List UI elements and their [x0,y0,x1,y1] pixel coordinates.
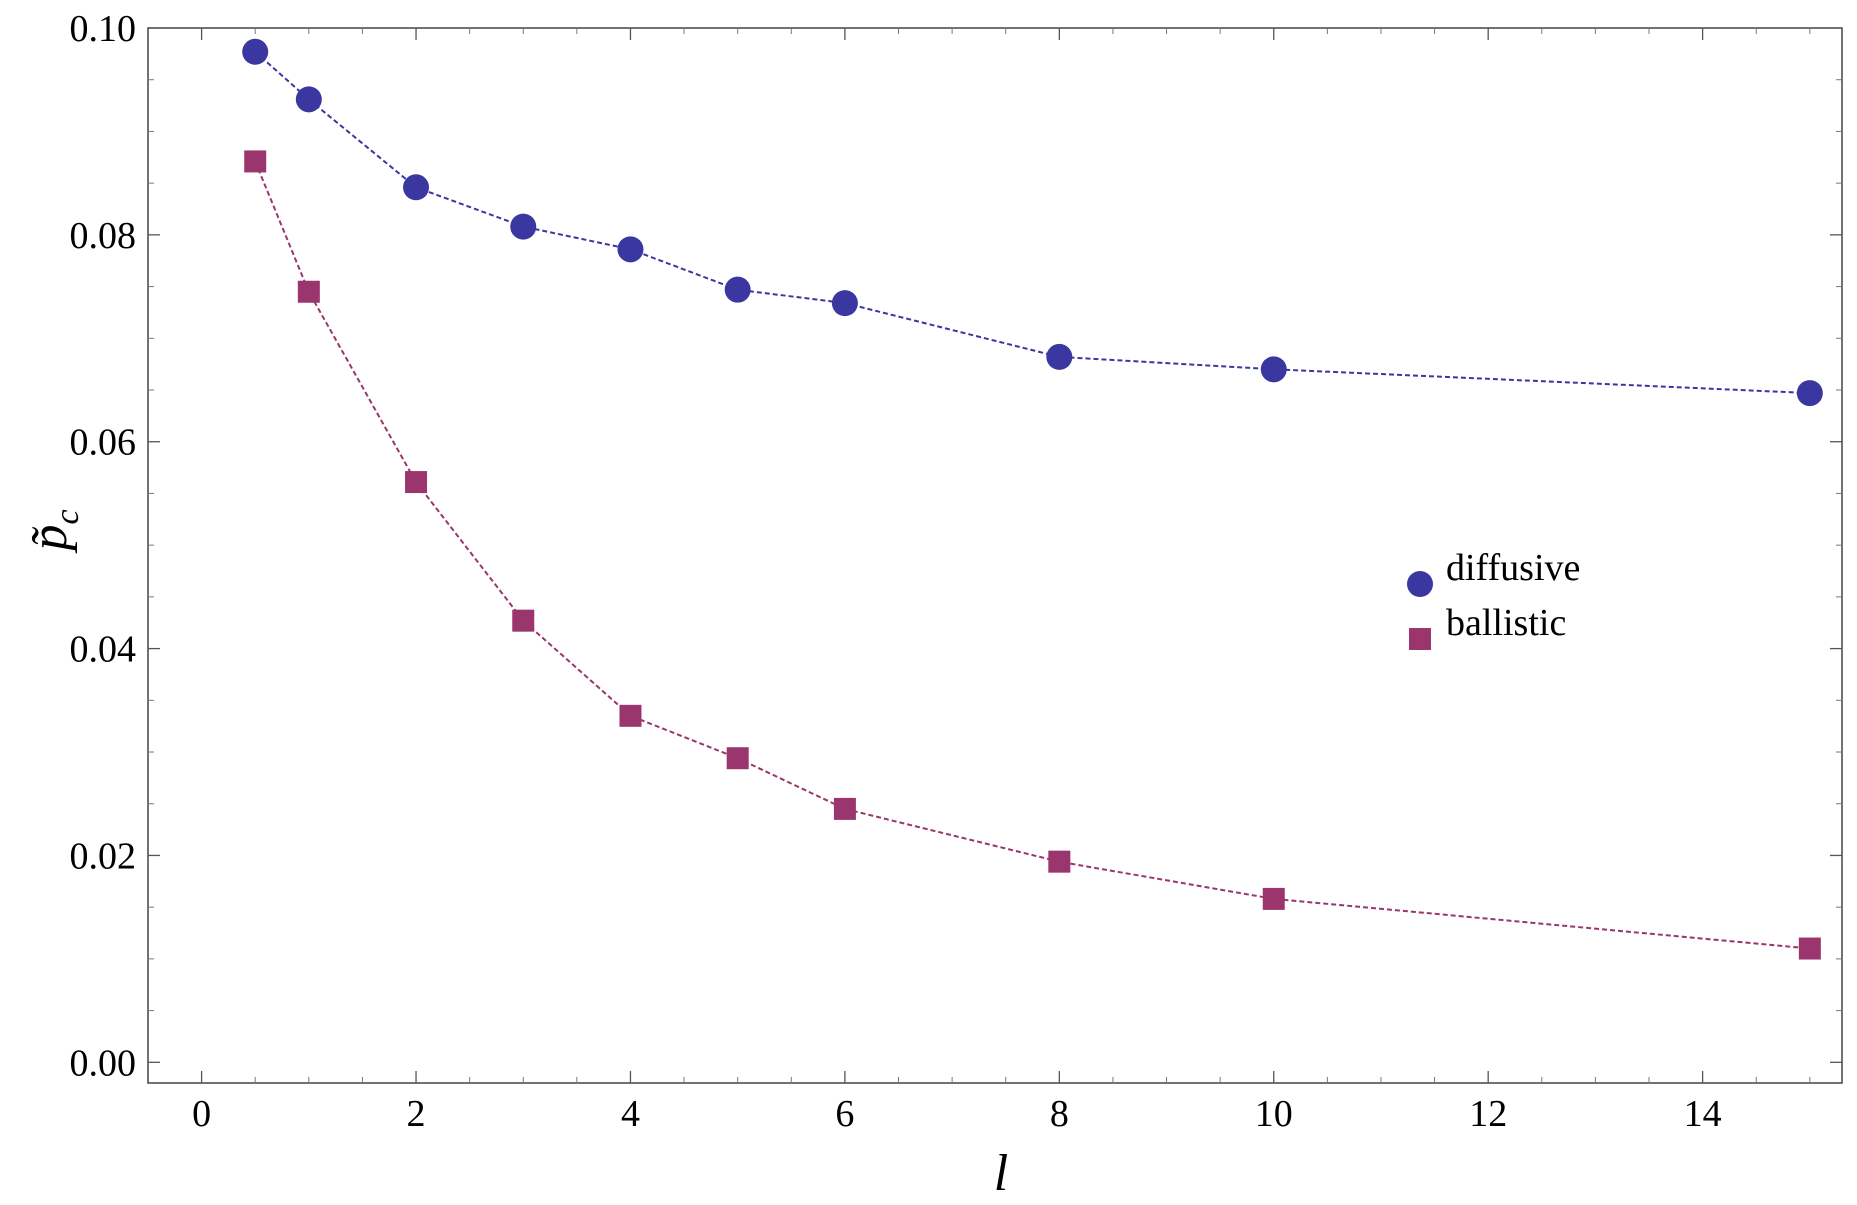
diffusive-point [1260,356,1287,383]
x-tick-label: 6 [835,1093,854,1135]
x-tick-label: 0 [192,1093,211,1135]
y-axis-label: p̃c [21,509,86,554]
x-tick-label: 4 [621,1093,640,1135]
diffusive-series-line [254,51,1810,395]
x-tick-label: 14 [1684,1093,1722,1135]
plot-frame-group [147,27,1843,1084]
series-group [242,38,1823,960]
ballistic-series-line [254,161,1810,950]
diffusive-point [724,276,751,303]
ballistic-point [619,704,642,727]
diffusive-point [1046,343,1073,370]
ballistic-point [1262,887,1285,910]
diffusive-point [295,86,322,113]
ballistic-point [726,747,749,770]
legend: diffusive ballistic [1407,547,1580,650]
svg-text:p̃c: p̃c [21,509,86,554]
x-tick-label: 2 [407,1093,426,1135]
x-tick-label: 10 [1255,1093,1293,1135]
diffusive-point [617,236,644,263]
legend-marker-ballistic [1409,628,1431,650]
diffusive-point [242,38,269,65]
y-axis-label-main: p̃ [21,525,78,555]
x-tick-label: 12 [1469,1093,1507,1135]
diffusive-point [1796,380,1823,407]
y-tick-label: 0.10 [70,8,137,50]
x-tick-label: 8 [1050,1093,1069,1135]
ticks-group: 0 2 4 6 8 10 12 14 0.00 0.02 0.04 0.06 0.08 0.10 [70,8,1842,1135]
y-tick-label: 0.00 [70,1042,137,1084]
y-tick-label: 0.04 [70,629,137,671]
ballistic-point [512,609,535,632]
plot-frame [147,27,1843,1084]
x-axis-label: l [994,1145,1008,1202]
legend-label-ballistic: ballistic [1446,602,1566,644]
diffusive-point [510,213,537,240]
diffusive-point [403,174,430,201]
ballistic-point [244,150,267,173]
y-axis-label-subscript: c [49,509,86,524]
y-tick-label: 0.08 [70,215,137,257]
ballistic-point [1048,850,1071,873]
y-tick-label: 0.06 [70,422,137,464]
ballistic-point [405,471,428,494]
ballistic-point [297,280,320,303]
legend-label-diffusive: diffusive [1446,547,1580,589]
ballistic-point [833,797,856,820]
y-tick-label: 0.02 [70,835,137,877]
diffusive-point [831,290,858,317]
ballistic-point [1798,937,1821,960]
legend-marker-diffusive [1407,571,1433,597]
